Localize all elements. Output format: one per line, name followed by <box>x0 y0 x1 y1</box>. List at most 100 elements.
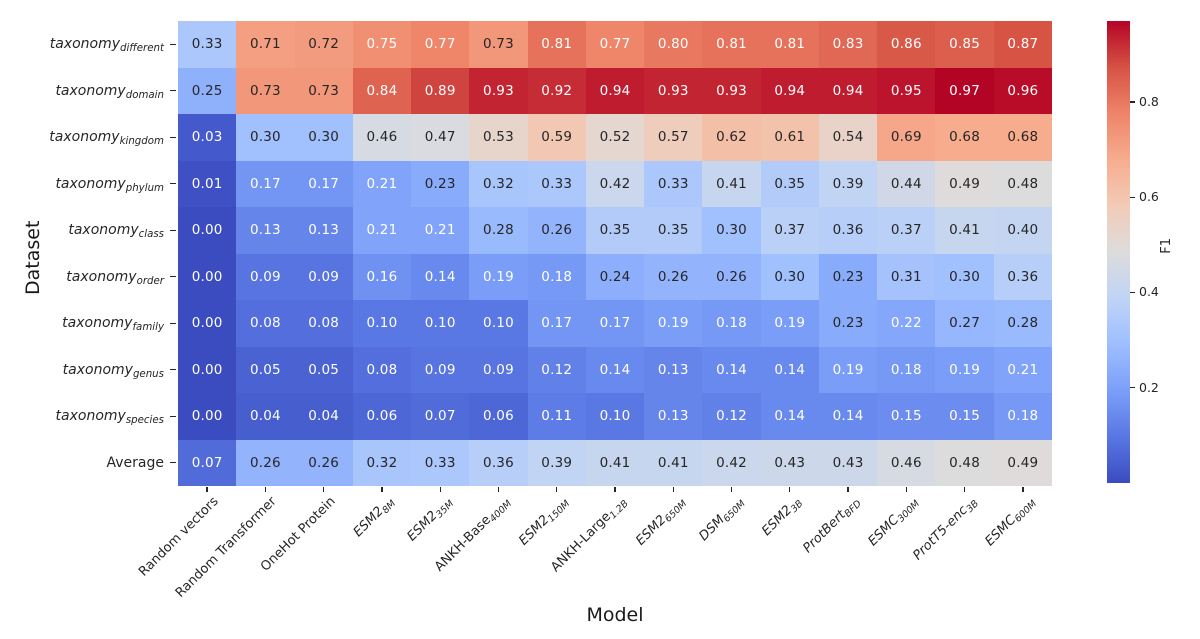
heatmap-cell: 0.16 <box>352 253 412 300</box>
heatmap-cell: 0.31 <box>877 253 936 300</box>
heatmap-cell: 0.10 <box>411 300 470 347</box>
y-tick-mark <box>170 43 176 45</box>
heatmap-cell: 0.18 <box>877 346 936 393</box>
heatmap-cell: 0.17 <box>527 300 586 347</box>
heatmap-cell: 0.77 <box>585 21 645 68</box>
colorbar-tick-mark <box>1130 387 1135 389</box>
heatmap-cell: 0.14 <box>818 393 878 440</box>
colorbar-tick-mark <box>1130 101 1135 103</box>
x-tick-mark <box>789 487 791 492</box>
heatmap-cell: 0.04 <box>236 393 295 440</box>
heatmap-cell: 0.05 <box>236 346 295 393</box>
y-tick-mark <box>170 183 176 185</box>
heatmap-cell: 0.17 <box>236 160 295 207</box>
x-tick-mark <box>905 487 908 492</box>
x-tick-mark <box>381 487 383 492</box>
heatmap-cell: 0.92 <box>527 67 586 114</box>
x-tick-label: DSM650M <box>696 497 748 545</box>
heatmap-cell: 0.49 <box>993 439 1052 486</box>
heatmap-cell: 0.30 <box>935 253 994 300</box>
heatmap-cell: 0.69 <box>877 114 936 161</box>
heatmap-cell: 0.33 <box>527 160 586 207</box>
x-tick-label: ProtBertBFD <box>800 497 864 557</box>
y-tick-label: taxonomyclass <box>68 222 164 241</box>
heatmap-cell: 0.00 <box>178 207 237 254</box>
x-tick-mark <box>322 487 325 492</box>
x-tick-label: ESMC300M <box>865 497 923 550</box>
y-tick-label: taxonomykingdom <box>49 129 164 148</box>
x-tick-mark <box>730 487 733 492</box>
heatmap-cell: 0.28 <box>993 300 1052 347</box>
heatmap-cell: 0.37 <box>760 207 819 254</box>
x-tick-mark <box>439 487 441 492</box>
heatmap-cell: 0.37 <box>877 207 936 254</box>
heatmap-cell: 0.93 <box>469 67 528 114</box>
y-tick-label: Average <box>106 454 165 471</box>
heatmap-cell: 0.26 <box>294 439 353 486</box>
heatmap-cell: 0.40 <box>993 207 1052 254</box>
heatmap-cell: 0.07 <box>178 439 237 486</box>
heatmap-cell: 0.95 <box>877 67 936 114</box>
y-tick-mark <box>170 369 176 371</box>
heatmap-cell: 0.15 <box>935 393 994 440</box>
heatmap-cell: 0.08 <box>294 300 353 347</box>
heatmap-cell: 0.36 <box>993 253 1052 300</box>
x-tick-mark <box>963 487 966 492</box>
heatmap-cell: 0.06 <box>352 393 412 440</box>
heatmap-cell: 0.41 <box>585 439 645 486</box>
heatmap-cell: 0.81 <box>527 21 586 68</box>
heatmap-cell: 0.47 <box>411 114 470 161</box>
heatmap-cell: 0.62 <box>702 114 761 161</box>
heatmap-cell: 0.19 <box>644 300 703 347</box>
heatmap-cell: 0.52 <box>585 114 645 161</box>
heatmap-cell: 0.17 <box>294 160 353 207</box>
heatmap-cell: 0.77 <box>411 21 470 68</box>
heatmap-cell: 0.09 <box>469 346 528 393</box>
heatmap-cell: 0.87 <box>993 21 1052 68</box>
y-tick-label: taxonomyfamily <box>62 315 164 334</box>
heatmap-cell: 0.94 <box>818 67 878 114</box>
y-tick-label: taxonomygenus <box>62 361 164 380</box>
heatmap-cell: 0.22 <box>877 300 936 347</box>
heatmap-cell: 0.33 <box>178 21 237 68</box>
heatmap-cell: 0.89 <box>411 67 470 114</box>
heatmap-grid: 0.33 0.71 0.72 0.75 0.77 0.73 0.81 0.77 0.80 0.81… <box>178 21 1052 486</box>
x-tick-mark <box>556 487 558 492</box>
heatmap-cell: 0.33 <box>644 160 703 207</box>
colorbar-tick-label: 0.8 <box>1139 93 1159 109</box>
heatmap-cell: 0.09 <box>294 253 353 300</box>
heatmap-cell: 0.13 <box>644 346 703 393</box>
heatmap-cell: 0.48 <box>993 160 1052 207</box>
heatmap-cell: 0.06 <box>469 393 528 440</box>
heatmap-cell: 0.53 <box>469 114 528 161</box>
heatmap-cell: 0.23 <box>818 253 878 300</box>
heatmap-cell: 0.30 <box>294 114 353 161</box>
heatmap-cell: 0.41 <box>702 160 761 207</box>
heatmap-cell: 0.35 <box>585 207 645 254</box>
heatmap-cell: 0.84 <box>352 67 412 114</box>
heatmap-cell: 0.15 <box>877 393 936 440</box>
heatmap-cell: 0.03 <box>178 114 237 161</box>
colorbar-tick-label: 0.4 <box>1139 284 1159 300</box>
x-tick-label: ESM28M <box>350 497 398 541</box>
heatmap-cell: 0.75 <box>352 21 412 68</box>
heatmap-cell: 0.26 <box>702 253 761 300</box>
heatmap-cell: 0.85 <box>935 21 994 68</box>
y-tick-mark <box>170 276 176 278</box>
heatmap-cell: 0.13 <box>294 207 353 254</box>
heatmap-cell: 0.61 <box>760 114 819 161</box>
heatmap-cell: 0.00 <box>178 300 237 347</box>
heatmap-cell: 0.00 <box>178 393 237 440</box>
heatmap-cell: 0.42 <box>702 439 761 486</box>
y-axis-title: Dataset <box>22 220 44 296</box>
heatmap-cell: 0.14 <box>411 253 470 300</box>
heatmap-cell: 0.13 <box>644 393 703 440</box>
heatmap-cell: 0.59 <box>527 114 586 161</box>
heatmap-cell: 0.49 <box>935 160 994 207</box>
x-tick-mark <box>614 487 616 492</box>
heatmap-cell: 0.30 <box>236 114 295 161</box>
heatmap-cell: 0.11 <box>527 393 586 440</box>
heatmap-cell: 0.33 <box>411 439 470 486</box>
heatmap-cell: 0.73 <box>469 21 528 68</box>
heatmap-cell: 0.01 <box>178 160 237 207</box>
